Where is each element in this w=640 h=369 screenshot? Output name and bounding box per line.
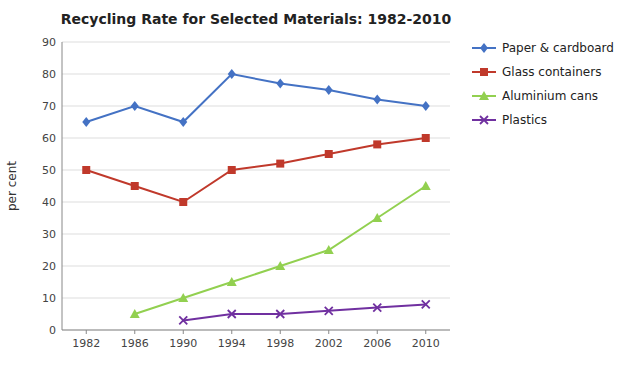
x-tick-label: 1986 [121, 337, 149, 350]
grid-line [62, 234, 450, 235]
x-tick [280, 330, 281, 334]
point [422, 101, 430, 111]
y-axis [62, 42, 63, 330]
chart: Recycling Rate for Selected Materials: 1… [0, 0, 640, 369]
point [422, 134, 430, 142]
point [179, 198, 187, 206]
point [179, 117, 187, 127]
point [372, 213, 382, 222]
series [82, 69, 430, 127]
title: Recycling Rate for Selected Materials: 1… [61, 11, 452, 27]
point [325, 307, 333, 315]
x-tick [425, 330, 426, 334]
point [325, 85, 333, 95]
grid [62, 42, 450, 330]
grid-line [62, 42, 450, 43]
point [82, 166, 90, 174]
grid-line [62, 266, 450, 267]
grid-line [62, 74, 450, 75]
y-tick-label: 10 [42, 292, 56, 305]
y-tick-label: 40 [42, 196, 56, 209]
legend-marker [480, 68, 488, 76]
line [183, 304, 426, 320]
series [130, 181, 431, 318]
line [86, 138, 426, 202]
y-axis-label: per cent [5, 161, 19, 211]
legend-marker [480, 43, 488, 53]
grid-line [62, 330, 450, 331]
point [276, 310, 284, 318]
point [325, 150, 333, 158]
grid-line [62, 202, 450, 203]
y-tick-label: 70 [42, 100, 56, 113]
point [131, 101, 139, 111]
legend-label: Glass containers [502, 65, 601, 79]
x-tick-label: 2002 [315, 337, 343, 350]
x-tick-label: 1994 [218, 337, 246, 350]
y-tick-label: 30 [42, 228, 56, 241]
grid-line [62, 170, 450, 171]
point [228, 310, 236, 318]
legend-label: Plastics [502, 113, 547, 127]
x-tick [134, 330, 135, 334]
legend-label: Paper & cardboard [502, 41, 614, 55]
point [179, 316, 187, 324]
point [373, 304, 381, 312]
legend-marker [480, 116, 488, 124]
x-tick-label: 1998 [266, 337, 294, 350]
grid-line [62, 106, 450, 107]
point [227, 277, 237, 286]
x-tick-label: 1982 [72, 337, 100, 350]
y-tick-label: 60 [42, 132, 56, 145]
point [178, 293, 188, 302]
y-tick-label: 90 [42, 36, 56, 49]
x-tick-label: 2010 [412, 337, 440, 350]
point [228, 166, 236, 174]
point [422, 300, 430, 308]
series [82, 134, 430, 206]
line [86, 74, 426, 122]
plot-area [82, 69, 431, 324]
point [131, 182, 139, 190]
grid-line [62, 138, 450, 139]
point [275, 261, 285, 270]
point [82, 117, 90, 127]
grid-line [62, 298, 450, 299]
x-tick [86, 330, 87, 334]
legend-label: Aluminium cans [502, 89, 598, 103]
y-tick-label: 50 [42, 164, 56, 177]
point [276, 160, 284, 168]
point [373, 95, 381, 105]
x-tick-label: 1990 [169, 337, 197, 350]
point [373, 140, 381, 148]
y-tick-label: 80 [42, 68, 56, 81]
x-axis [62, 330, 450, 331]
series [179, 300, 430, 324]
y-tick-label: 20 [42, 260, 56, 273]
x-tick [377, 330, 378, 334]
point [130, 309, 140, 318]
x-tick [183, 330, 184, 334]
point [324, 245, 334, 254]
point [228, 69, 236, 79]
legend-marker [479, 91, 489, 100]
x-tick [231, 330, 232, 334]
y-tick-label: 0 [49, 324, 56, 337]
x-tick [328, 330, 329, 334]
x-tick-label: 2006 [363, 337, 391, 350]
point [421, 181, 431, 190]
point [276, 79, 284, 89]
legend: Paper & cardboard Glass containers Alumini… [472, 41, 614, 127]
line [135, 186, 426, 314]
